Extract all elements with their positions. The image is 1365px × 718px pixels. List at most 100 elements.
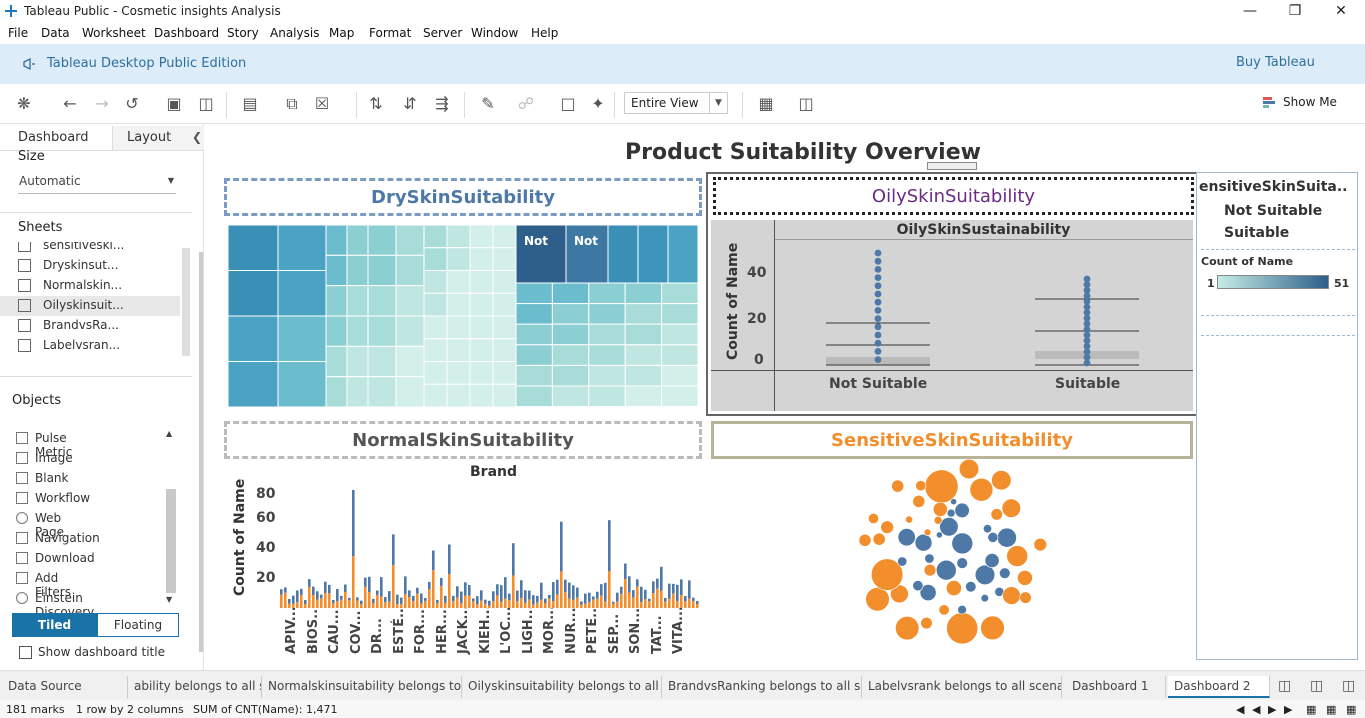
- redo-icon[interactable]: →: [95, 94, 109, 113]
- collapse-panel-icon[interactable]: ❮: [192, 130, 203, 144]
- first-page-icon[interactable]: ◀: [1236, 703, 1245, 716]
- bar-segment: [472, 601, 475, 608]
- tab-sheet[interactable]: Normalskinsuitability belongs to...: [262, 676, 462, 698]
- save-icon[interactable]: ▣: [166, 94, 182, 113]
- data-point: [1083, 314, 1091, 322]
- bar-segment: [368, 592, 371, 608]
- menu-help[interactable]: Help: [531, 26, 559, 40]
- view-icon[interactable]: ▦: [1306, 703, 1317, 716]
- prev-page-icon[interactable]: ◀: [1252, 703, 1261, 716]
- size-dropdown[interactable]: Automatic ▼: [18, 172, 176, 194]
- tiled-button[interactable]: Tiled: [12, 613, 97, 637]
- scroll-down-icon[interactable]: ▼: [166, 595, 173, 604]
- sheet-item[interactable]: Oilyskinsuit...: [0, 296, 180, 316]
- menu-worksheet[interactable]: Worksheet: [82, 26, 146, 40]
- tab-dashboard-2[interactable]: Dashboard 2: [1168, 676, 1270, 698]
- new-worksheet-tab-icon[interactable]: ◫: [1278, 678, 1292, 694]
- tab-dashboard[interactable]: Dashboard: [0, 126, 112, 150]
- treemap-cell: [325, 285, 348, 317]
- dry-skin-treemap[interactable]: Not Not: [228, 225, 698, 407]
- treemap-cell: [661, 364, 698, 387]
- sheet-item[interactable]: Normalskin...: [18, 276, 182, 296]
- fit-dropdown[interactable]: Entire View ▼: [624, 92, 728, 114]
- restore-icon[interactable]: ❐: [1288, 3, 1302, 19]
- tab-sheet[interactable]: ability belongs to all s...: [128, 676, 262, 698]
- new-story-tab-icon[interactable]: ◫: [1342, 678, 1356, 694]
- menu-format[interactable]: Format: [369, 26, 412, 40]
- tableau-home-icon[interactable]: ❋: [17, 94, 31, 113]
- last-page-icon[interactable]: ▶: [1284, 703, 1293, 716]
- sort-descending-icon[interactable]: ⇶: [435, 94, 449, 113]
- sheet-item[interactable]: sensitiveski...: [18, 242, 182, 256]
- sheet-item[interactable]: Dryskinsut...: [18, 256, 182, 276]
- scroll-thumb[interactable]: [166, 489, 176, 593]
- presentation-icon[interactable]: ◫: [798, 94, 814, 113]
- sheet-item[interactable]: Labelvsran...: [18, 336, 182, 356]
- bubble: [980, 594, 989, 603]
- panel-scrollbar[interactable]: [199, 252, 203, 652]
- close-icon[interactable]: ✕: [1335, 3, 1347, 19]
- next-page-icon[interactable]: ▶: [1268, 703, 1277, 716]
- sheet-tab-bar: Data Source ability belongs to all s... …: [0, 670, 1365, 700]
- bar-segment: [348, 600, 351, 608]
- show-me-button[interactable]: Show Me: [1283, 95, 1337, 109]
- view-icon[interactable]: ▦: [1326, 703, 1337, 716]
- menu-data[interactable]: Data: [41, 26, 70, 40]
- redo-menu-icon[interactable]: ↺: [125, 94, 139, 113]
- brand-tick-label: L'OC...: [499, 608, 514, 654]
- treemap-cell: [624, 385, 663, 407]
- menu-server[interactable]: Server: [423, 26, 463, 40]
- bar-segment: [588, 602, 591, 608]
- bar-segment: [576, 597, 579, 608]
- pin-icon[interactable]: ✦: [591, 94, 605, 113]
- tab-sheet[interactable]: BrandvsRanking belongs to all s...: [662, 676, 862, 698]
- duplicate-icon[interactable]: ⧉: [286, 94, 298, 113]
- new-dashboard-tab-icon[interactable]: ◫: [1310, 678, 1324, 694]
- normal-bar-chart[interactable]: [280, 486, 702, 608]
- highlight-icon[interactable]: ✎: [481, 94, 495, 113]
- bar-segment: [596, 598, 599, 608]
- filter-item[interactable]: Not Suitable: [1224, 203, 1323, 219]
- bubble-chart[interactable]: [840, 458, 1066, 658]
- oily-skin-title: OilySkinSuitability: [713, 177, 1194, 215]
- labels-icon[interactable]: □: [560, 94, 576, 113]
- oily-skin-chart[interactable]: OilySkinSustainability Count of Name 40 …: [711, 220, 1193, 411]
- menu-story[interactable]: Story: [227, 26, 259, 40]
- swap-icon[interactable]: ⇅: [369, 94, 383, 113]
- buy-tableau-link[interactable]: Buy Tableau: [1236, 55, 1315, 70]
- data-point: [874, 282, 882, 290]
- drag-handle[interactable]: [927, 162, 977, 170]
- menu-window[interactable]: Window: [471, 26, 519, 40]
- bar-segment: [588, 592, 591, 603]
- menu-map[interactable]: Map: [329, 26, 355, 40]
- menu-file[interactable]: File: [8, 26, 29, 40]
- new-worksheet-icon[interactable]: ▤: [242, 94, 258, 113]
- objects-scrollbar[interactable]: ▲ ▼: [165, 429, 177, 605]
- sheet-item[interactable]: BrandvsRa...: [18, 316, 182, 336]
- view-icon[interactable]: ▦: [1346, 703, 1357, 716]
- treemap-cell: [661, 303, 698, 325]
- sheets-scrollbar[interactable]: [182, 248, 190, 356]
- minimize-icon[interactable]: —: [1243, 3, 1257, 19]
- tab-sheet[interactable]: Labelvsrank belongs to all scena...: [862, 676, 1062, 698]
- sort-ascending-icon[interactable]: ⇵: [403, 94, 417, 113]
- tab-layout[interactable]: Layout: [112, 126, 204, 150]
- treemap-cell: [446, 270, 471, 294]
- tab-dashboard-1[interactable]: Dashboard 1: [1066, 676, 1166, 698]
- bubble: [915, 480, 927, 492]
- floating-button[interactable]: Floating: [97, 613, 179, 637]
- clear-sheet-icon[interactable]: ☒: [314, 94, 330, 113]
- show-cards-icon[interactable]: ▦: [758, 94, 774, 113]
- group-icon[interactable]: ☍: [517, 94, 535, 113]
- tab-data-source[interactable]: Data Source: [2, 676, 128, 698]
- scroll-up-icon[interactable]: ▲: [166, 429, 173, 438]
- show-title-checkbox[interactable]: [19, 646, 32, 659]
- tab-sheet[interactable]: Oilyskinsuitability belongs to all ...: [462, 676, 662, 698]
- treemap-cell: [346, 376, 369, 407]
- undo-icon[interactable]: ←: [63, 94, 77, 113]
- new-datasource-icon[interactable]: ◫: [198, 94, 214, 113]
- menu-analysis[interactable]: Analysis: [270, 26, 320, 40]
- menu-dashboard[interactable]: Dashboard: [154, 26, 220, 40]
- filter-item[interactable]: Suitable: [1224, 225, 1290, 241]
- size-label: Size: [18, 149, 45, 164]
